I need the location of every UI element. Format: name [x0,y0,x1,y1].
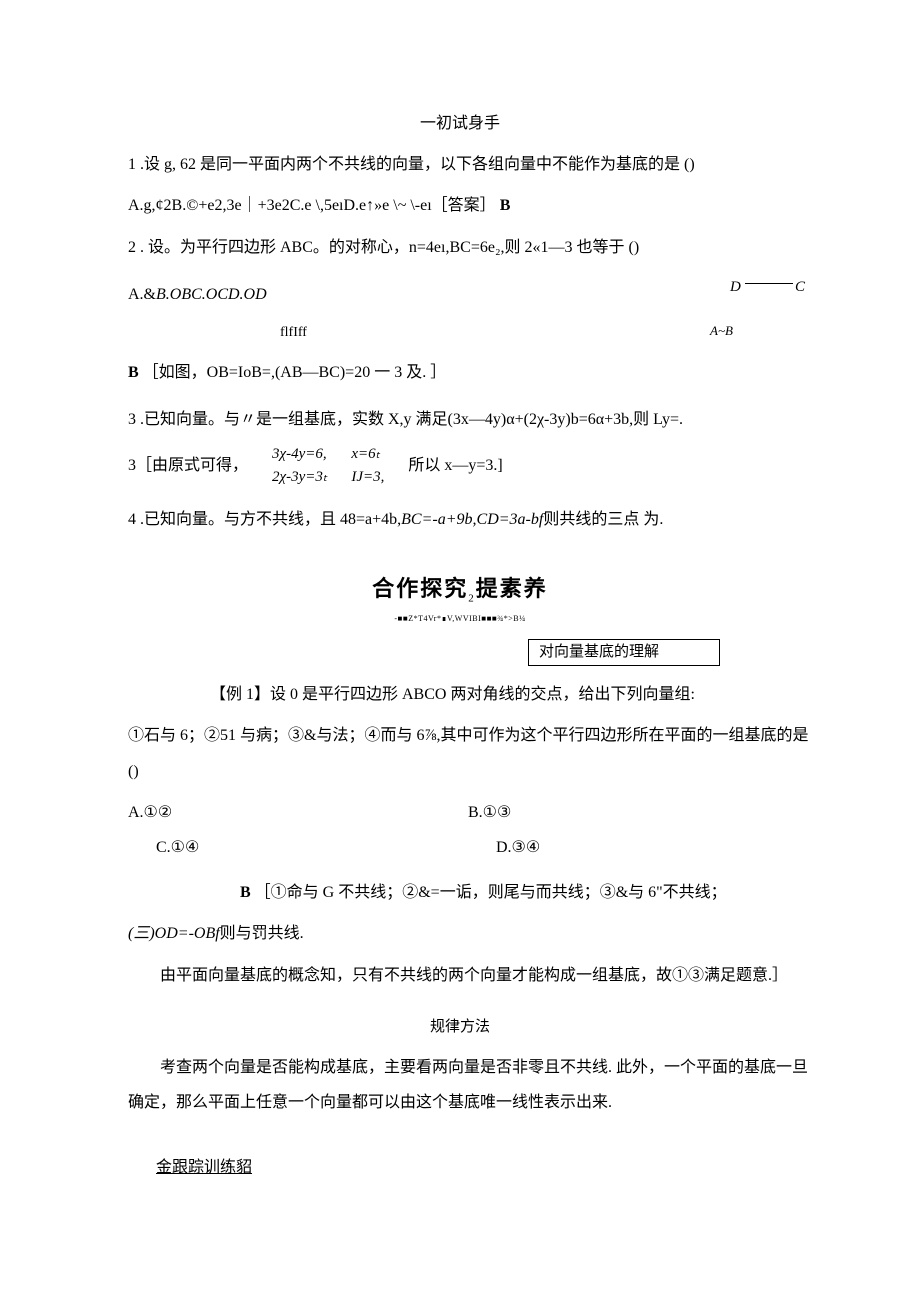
q3-tail: 所以 x—y=3.] [408,448,502,483]
ex1-opt-b: B.①③ [468,795,511,830]
ex1-opt-c: C.①④ [156,830,496,865]
ex1-opts-row2: C.①④ D.③④ [100,830,820,865]
q2-opt-rest: B.OBC.OCD.OD [156,286,267,303]
q4-stem: 4 .已知向量。与方不共线，且 48=a+4b,BC=-a+9b,CD=3a-b… [100,502,820,537]
fig-label-ab: A~B [710,317,733,346]
fig-line [745,283,793,284]
q1-options: A.g,¢2B.©+e2,3e｜+3e2C.e \,5eıD.e↑»e \~ \… [128,197,496,214]
q4-prefix: 4 .已知向量。与方不共线，且 48=a+4b, [128,511,401,528]
q2-options: A.&B.OBC.OCD.OD [100,277,690,312]
q2-stem: 2 . 设。为平行四边形 ABC。的对称心，n=4eı,BC=6e₂,则 2«1… [100,230,820,265]
ex1-sol-prefix: B [240,884,251,901]
ex1-opt-a: A.①② [128,795,468,830]
q2-figure: D C A~B [690,271,820,341]
fig-label-d: D [730,271,741,304]
ex1-sol-line2: (三)OD=-OBf则与罚共线. [100,916,820,951]
ex1-sol2-prefix: (三)OD=-OBf [128,925,220,942]
ex1-lead: 【例 1】设 0 是平行四边形 ABCO 两对角线的交点，给出下列向量组: [100,677,820,712]
ex1-sol-line1: B ［①命与 G 不共线；②&=一诟，则尾与而共线；③&与 6"不共线； [100,875,820,910]
q3-sys-right: x=6ₜ IJ=3, [351,443,384,488]
topic-box: 对向量基底的理解 [100,639,820,669]
section-tiny: -■■Z*T4Vr*∎V,WVIBI■■■¾*>B¼ [100,610,820,628]
q1-answer: B [500,197,511,214]
page-header: 一初试身手 [100,106,820,141]
fig-label-c: C [795,271,805,304]
q2-sol-prefix: B [128,364,139,381]
q4-ital: BC=-a+9b,CD=3a-bf [401,511,543,528]
section-title: 合作探究2提素养 [100,565,820,613]
q3-sys-left: 3χ-4y=6, 2χ-3y=3ₜ [272,443,327,488]
q1-options-line: A.g,¢2B.©+e2,3e｜+3e2C.e \,5eıD.e↑»e \~ \… [100,188,820,223]
rule-title: 规律方法 [100,1011,820,1044]
ex1-opt-d: D.③④ [496,830,540,865]
q2-opt-a: A.& [128,286,156,303]
ex1-opts-row1: A.①② B.①③ [100,795,820,830]
q3-stem: 3 .已知向量。与〃是一组基底，实数 X,y 满足(3x—4y)α+(2χ-3y… [100,402,820,437]
ex1-sol-body1: ［①命与 G 不共线；②&=一诟，则尾与而共线；③&与 6"不共线； [255,884,727,901]
topic-label: 对向量基底的理解 [528,639,720,666]
q3-sol-lead: 3［由原式可得， [128,448,248,483]
q4-suffix: 则共线的三点 为. [543,511,663,528]
q2-solution: B ［如图，OB=IoB=,(AB—BC)=20 一 3 及. ］ [100,355,690,390]
ex1-sol2-suffix: 则与罚共线. [220,925,304,942]
q2-sol-body: ［如图，OB=IoB=,(AB—BC)=20 一 3 及. ］ [143,364,447,381]
q2-flf: flfIff [100,318,690,349]
rule-body: 考查两个向量是否能构成基底，主要看两向量是否非零且不共线. 此外，一个平面的基底… [100,1050,820,1120]
q3-solution-row: 3［由原式可得， 3χ-4y=6, 2χ-3y=3ₜ x=6ₜ IJ=3, 所以… [100,443,820,488]
q1-stem: 1 .设 g, 62 是同一平面内两个不共线的向量，以下各组向量中不能作为基底的… [100,147,820,182]
ex1-sol-line3: 由平面向量基底的概念知，只有不共线的两个向量才能构成一组基底，故①③满足题意.］ [100,958,820,993]
ex1-line2: ①石与 6；②51 与病；③&与法；④而与 6⅞,其中可作为这个平行四边形所在平… [100,718,820,788]
footer-link: 金跟踪训练貂 [100,1150,820,1185]
